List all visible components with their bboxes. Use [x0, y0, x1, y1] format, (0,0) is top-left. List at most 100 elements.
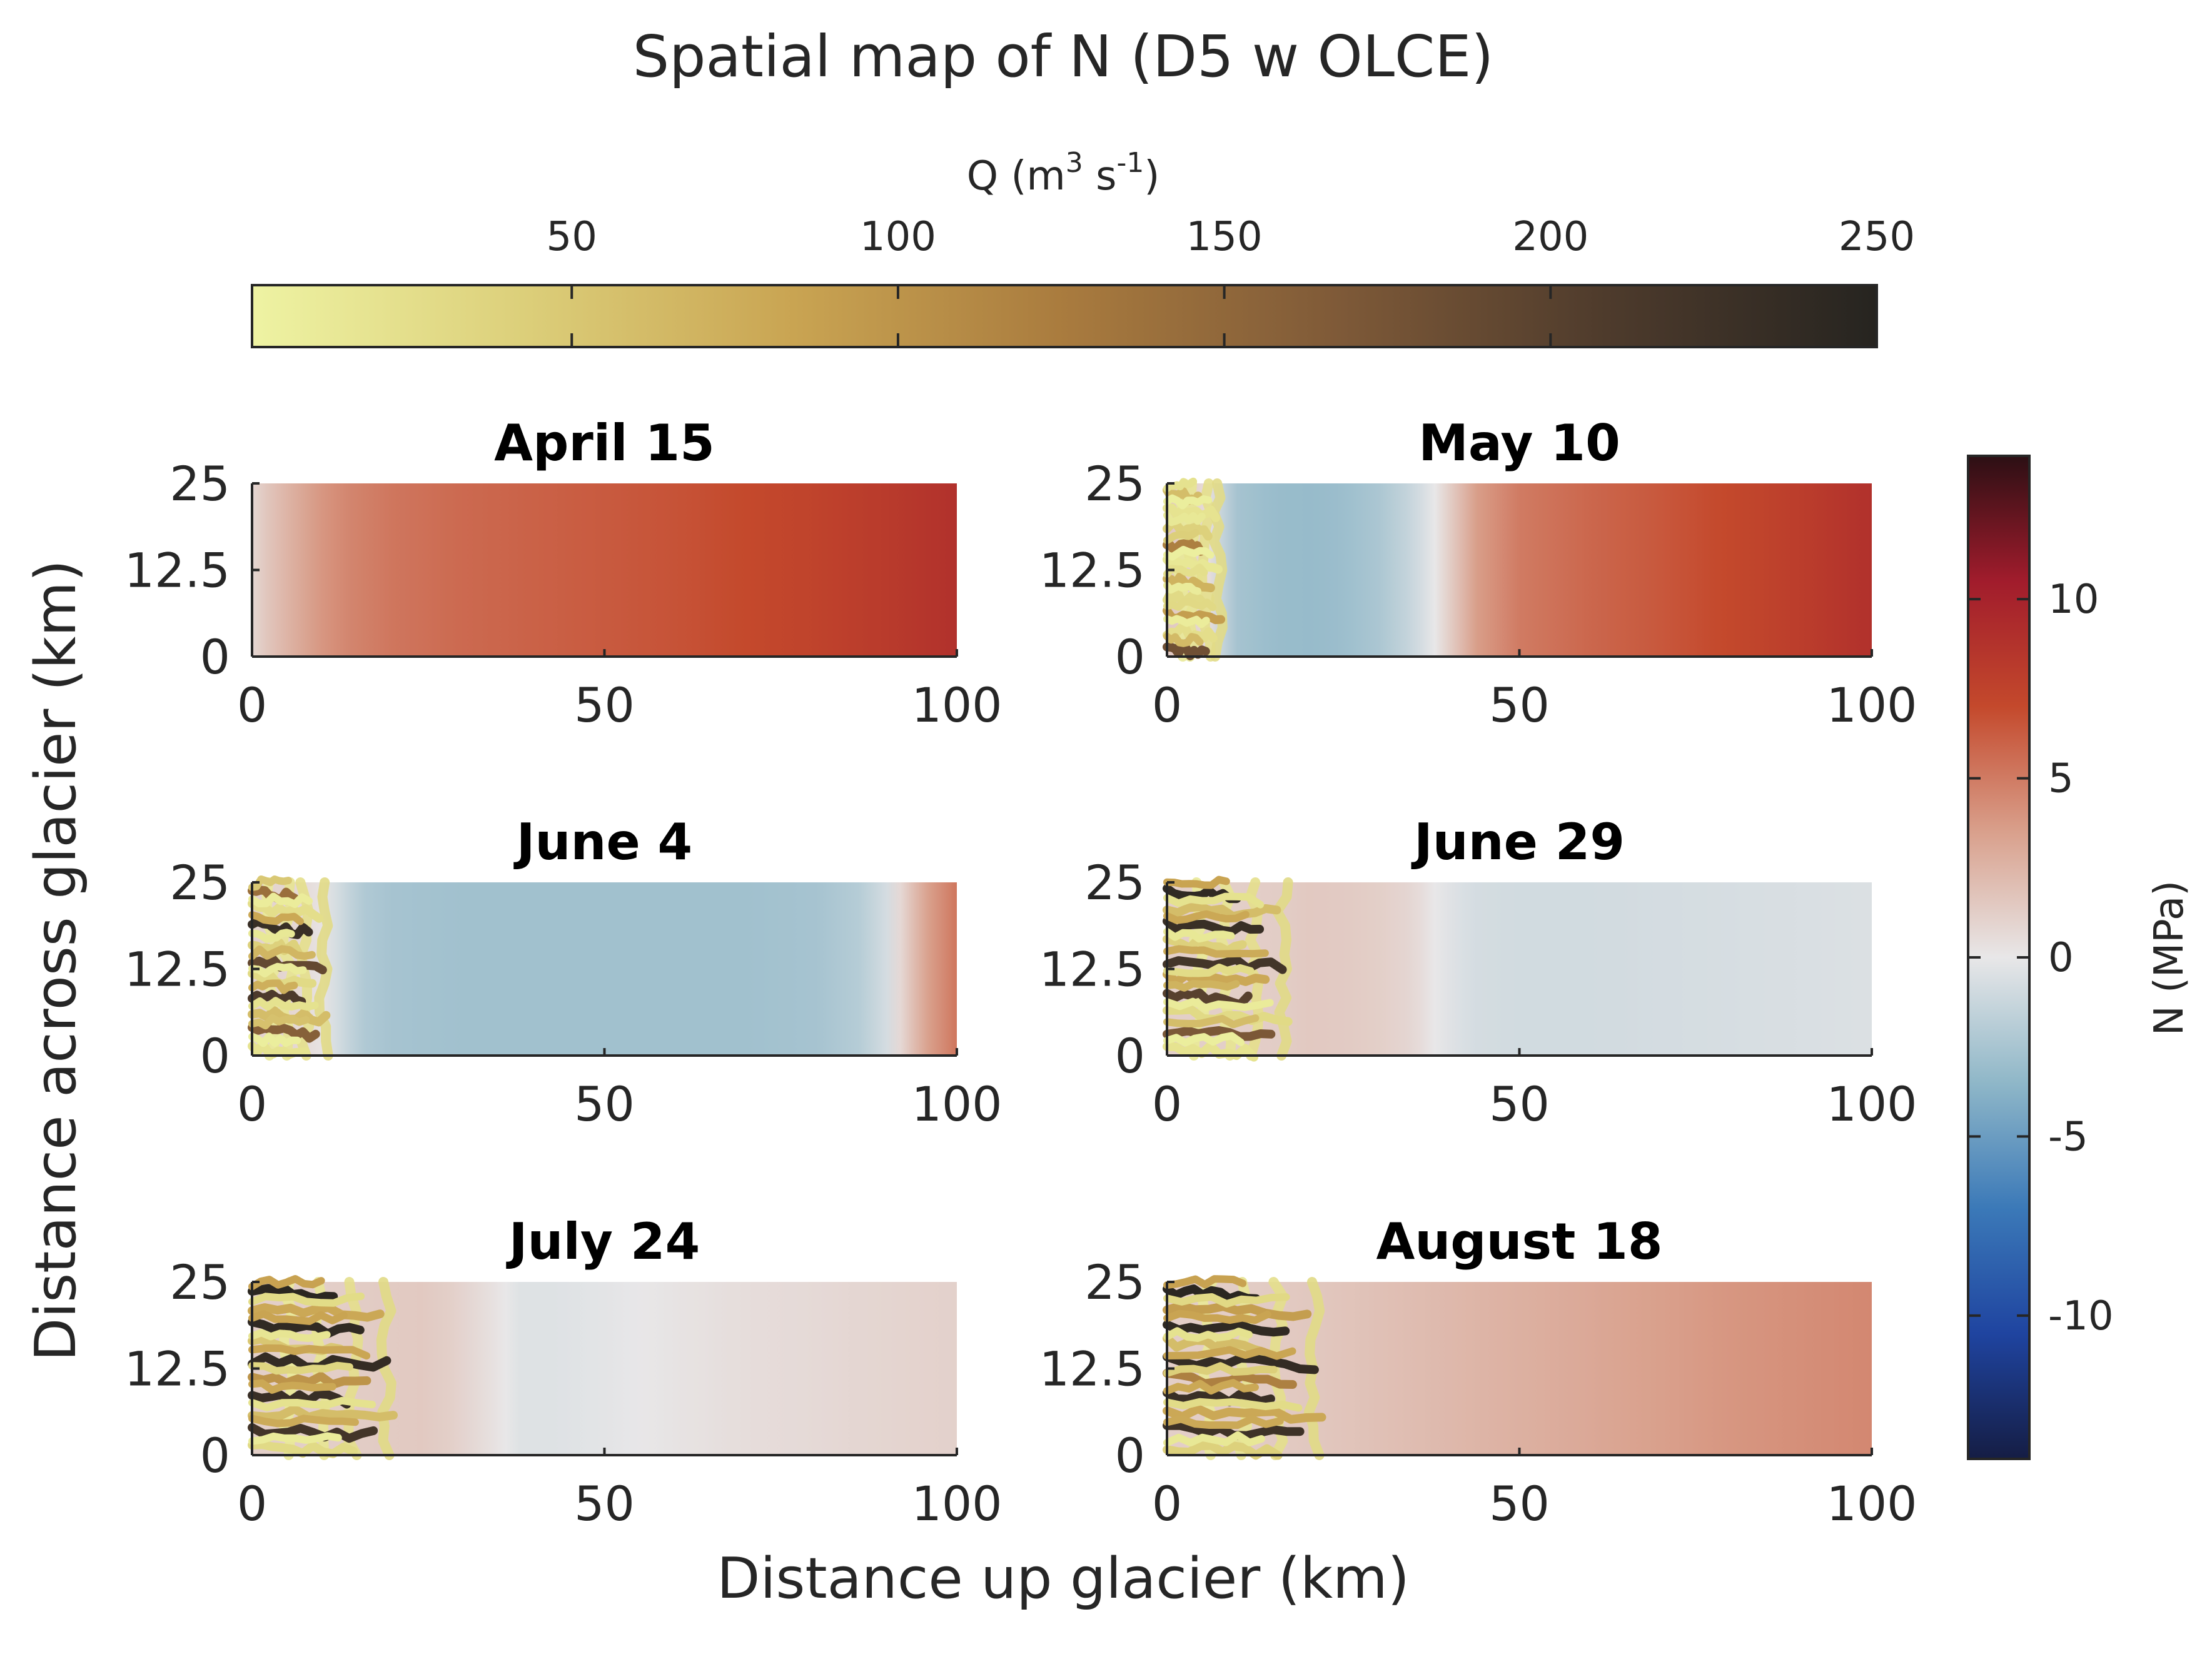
channel-segment [1163, 1005, 1293, 1026]
y-tick-label: 12.5 [124, 942, 230, 997]
panel-title: August 18 [1376, 1213, 1662, 1271]
n-colorbar-tick-label: -5 [2048, 1114, 2088, 1160]
channel-segment [1163, 1346, 1296, 1360]
x-tick-label: 50 [574, 1476, 635, 1531]
x-tick-label: 50 [1489, 1476, 1550, 1531]
channel-segment [248, 962, 307, 978]
n-field [1167, 1282, 1872, 1455]
y-tick-label: 0 [200, 629, 230, 685]
channel-segment [1163, 934, 1247, 956]
channel-segment [248, 1032, 301, 1047]
channel-segment [1163, 642, 1210, 660]
channel-segment [1163, 1398, 1303, 1412]
channel-segment [1163, 615, 1210, 628]
channel-segment [1163, 1362, 1278, 1377]
channel-segment [1163, 980, 1240, 992]
channel-segment [1163, 902, 1281, 921]
channel-segment [248, 1371, 371, 1389]
channel-segment [248, 911, 304, 925]
panel-title: July 24 [506, 1213, 700, 1271]
channel-segment [248, 1023, 320, 1043]
x-tick-label: 0 [237, 1076, 267, 1132]
y-tick-label: 25 [1084, 456, 1145, 512]
channel-segment [1163, 528, 1199, 545]
channel-segment [248, 997, 319, 1011]
y-tick-label: 12.5 [124, 1341, 230, 1397]
channel-segment [248, 1414, 359, 1428]
x-tick-label: 50 [574, 677, 635, 733]
channels [248, 1275, 398, 1460]
x-tick-label: 100 [1826, 1076, 1917, 1132]
panel-may-10: May 10 0 50 100 0 12.5 25 [1039, 414, 1917, 733]
n-field [252, 882, 957, 1056]
x-axis-label: Distance up glacier (km) [717, 1546, 1410, 1611]
q-colorbar-tick-label: 150 [1186, 214, 1263, 260]
channel-segment [1163, 1026, 1276, 1041]
channel-segment [1163, 1441, 1283, 1460]
q-colorbar-tick-label: 200 [1512, 214, 1588, 260]
channel-segment [248, 1389, 351, 1409]
y-tick-label: 12.5 [1039, 942, 1145, 997]
channel-segment [248, 1404, 398, 1422]
panels: April 15 0 50 100 0 12.5 25 May 10 0 50 100 0 12.5 25… [124, 414, 1917, 1531]
channel-segment [248, 1014, 310, 1030]
q-colorbar-tick-label: 250 [1839, 214, 1915, 260]
y-tick-label: 0 [1115, 629, 1145, 685]
n-colorbar-tick-label: 0 [2048, 935, 2074, 981]
y-tick-label: 12.5 [124, 543, 230, 598]
channel-segment [1163, 598, 1217, 612]
channel-segment [248, 929, 295, 943]
channel-segment [1163, 927, 1235, 943]
x-tick-label: 100 [1826, 1476, 1917, 1531]
n-field [252, 483, 957, 657]
n-colorbar-label: N (MPa) [2146, 880, 2193, 1036]
panel-title: June 4 [513, 813, 692, 871]
q-colorbar-tick-label: 50 [547, 214, 597, 260]
y-tick-label: 12.5 [1039, 1341, 1145, 1397]
y-tick-label: 25 [1084, 1254, 1145, 1310]
channel-segment [1163, 1379, 1259, 1395]
y-tick-label: 0 [200, 1028, 230, 1084]
channel-segment [1163, 1319, 1290, 1337]
channels [248, 875, 333, 1061]
panel-title: June 29 [1411, 813, 1625, 871]
channel-segment [1163, 555, 1223, 574]
channel-segment [1163, 1041, 1258, 1062]
figure-title: Spatial map of N (D5 w OLCE) [633, 23, 1494, 90]
channels [1163, 875, 1293, 1062]
channel-segment [1163, 1334, 1268, 1357]
panel-august-18: August 18 0 50 100 0 12.5 25 [1039, 1213, 1917, 1531]
channel-segment [1163, 1327, 1253, 1342]
channel-segment [1163, 512, 1206, 527]
y-tick-label: 0 [1115, 1428, 1145, 1483]
panel-title: May 10 [1418, 414, 1620, 472]
x-tick-label: 100 [911, 677, 1002, 733]
channel-segment [1163, 1415, 1284, 1430]
panel-july-24: July 24 0 50 100 0 12.5 25 [124, 1213, 1002, 1531]
channel-segment [248, 1432, 342, 1445]
channel-segment [1163, 538, 1205, 556]
channel-segment [1163, 875, 1230, 889]
channel-segment [1163, 997, 1274, 1012]
channel-segment [248, 892, 313, 908]
channel-segment [1163, 494, 1213, 510]
channel-segment [248, 1039, 310, 1059]
channel-segment [1163, 964, 1255, 977]
channel-segment [248, 899, 324, 923]
channel-segment [1163, 892, 1265, 909]
x-tick-label: 0 [237, 677, 267, 733]
channel-segment [376, 1277, 396, 1460]
x-tick-label: 100 [911, 1076, 1002, 1132]
n-field [1167, 483, 1872, 657]
channel-segment [248, 1303, 385, 1322]
channel-segment [248, 1344, 371, 1360]
channel-segment [1163, 477, 1198, 492]
channel-segment [248, 1275, 325, 1291]
channel-segment [343, 1277, 363, 1460]
x-tick-label: 100 [1826, 677, 1917, 733]
n-colorbar-ticks: 10 5 0 -5 -10 [1968, 577, 2114, 1339]
x-tick-label: 100 [911, 1476, 1002, 1531]
n-colorbar-tick-label: 10 [2048, 577, 2099, 623]
channel-segment [1163, 632, 1204, 647]
channel-segment [1163, 945, 1269, 958]
